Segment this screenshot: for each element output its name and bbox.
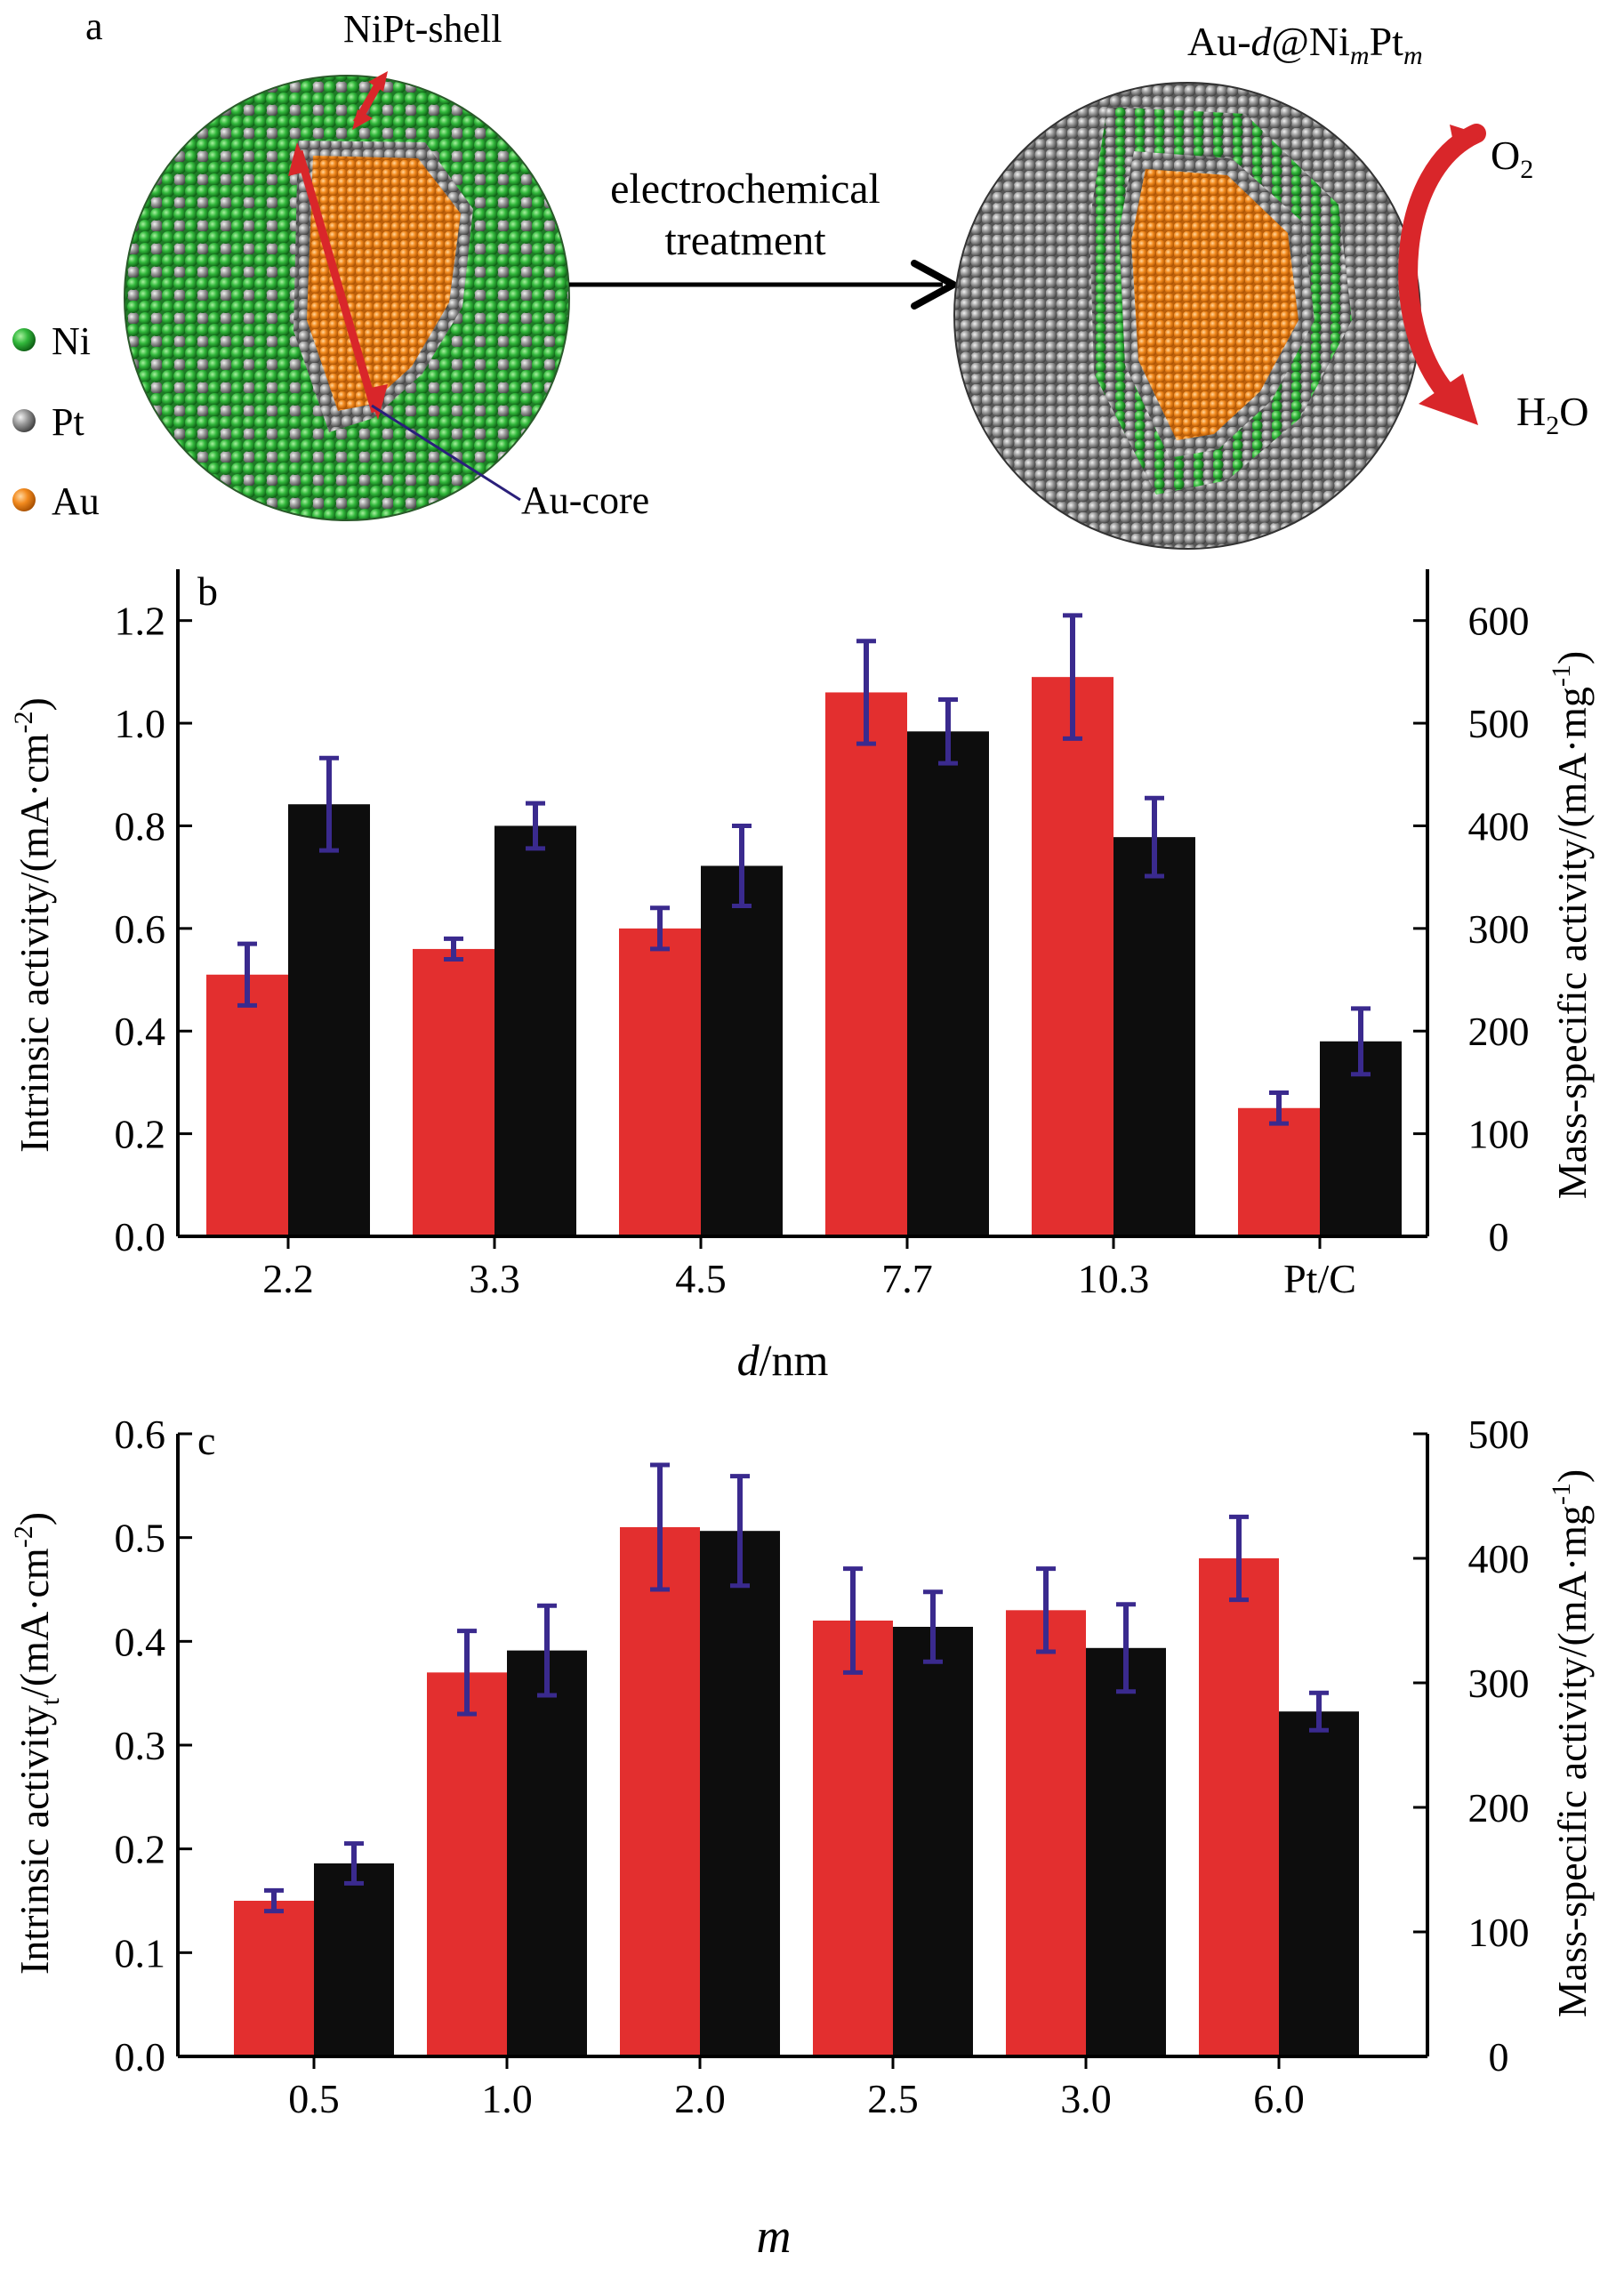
dealloyed-particle — [953, 82, 1421, 550]
arrow-text-line1: electrochemical — [610, 165, 880, 213]
shell-label: NiPt-shell — [343, 7, 502, 51]
panel-c-ytick-label-left-5: 0.5 — [115, 1516, 166, 1561]
panel-c-xtick-label-2: 2.0 — [674, 2076, 726, 2121]
panel-b-xtick-label-1: 3.3 — [469, 1256, 520, 1301]
panel-b-bar-mass-0 — [288, 804, 370, 1236]
panel-c-xtick-label-1: 1.0 — [481, 2076, 533, 2121]
panel-c-ytick-label-left-3: 0.3 — [115, 1723, 166, 1768]
panel-b-ylabel-right: Mass-specific activity/(mA·mg-1) — [1547, 651, 1595, 1199]
orr-arrow — [1398, 124, 1486, 425]
panel-b-xlabel: d/nm — [737, 1335, 829, 1385]
panel-c-xtick-label-4: 3.0 — [1060, 2076, 1112, 2121]
panel-c-bar-mass-3 — [893, 1627, 973, 2056]
legend-ni-marker — [12, 328, 36, 351]
panel-b-ytick-label-right-6: 600 — [1468, 599, 1530, 644]
panel-b-bar-intrinsic-1 — [413, 948, 494, 1236]
panel-b-bar-mass-2 — [701, 865, 783, 1236]
h2o-label: H2O — [1516, 389, 1588, 440]
panel-b-bar-intrinsic-0 — [206, 974, 288, 1236]
panel-c-bar-mass-2 — [700, 1531, 780, 2056]
panel-c-bar-intrinsic-0 — [234, 1901, 314, 2056]
panel-c-ytick-label-right-3: 300 — [1468, 1661, 1530, 1706]
panel-c-xtick-label-5: 6.0 — [1253, 2076, 1305, 2121]
panel-c-ytick-label-right-5: 500 — [1468, 1412, 1530, 1457]
panel-b-ytick-label-left-0: 0.0 — [115, 1214, 166, 1259]
panel-b-chart: b Intrinsic activity/(mA·cm-2) Mass-spec… — [9, 568, 1595, 1385]
panel-c-xtick-label-0: 0.5 — [288, 2076, 340, 2121]
panel-b-xtick-label-5: Pt/C — [1283, 1256, 1356, 1301]
panel-b-ytick-label-left-1: 0.2 — [115, 1112, 166, 1157]
panel-c-bar-mass-0 — [314, 1863, 394, 2056]
panel-b-bar-mass-4 — [1113, 837, 1195, 1236]
panel-c-ytick-label-right-2: 200 — [1468, 1785, 1530, 1830]
panel-c-bar-mass-5 — [1279, 1711, 1359, 2056]
panel-c-ytick-label-right-1: 100 — [1468, 1910, 1530, 1955]
panel-c-ylabel-right: Mass-specific activity/(mA·mg-1) — [1547, 1469, 1595, 2017]
panel-c-xtick-label-3: 2.5 — [867, 2076, 919, 2121]
panel-b-ytick-label-left-4: 0.8 — [115, 803, 166, 849]
panel-c-ytick-label-left-0: 0.0 — [115, 2034, 166, 2080]
legend-ni-label: Ni — [52, 319, 91, 363]
panel-c-bar-mass-4 — [1086, 1647, 1166, 2056]
panel-b-ytick-label-right-2: 200 — [1468, 1009, 1530, 1054]
panel-c-bar-intrinsic-4 — [1006, 1610, 1086, 2056]
panel-b-bar-intrinsic-5 — [1238, 1107, 1320, 1236]
arrow-text-line2: treatment — [664, 217, 826, 264]
core-label: Au-core — [521, 479, 649, 522]
o2-label: O2 — [1491, 133, 1533, 184]
panel-b-bar-mass-1 — [494, 825, 576, 1236]
panel-a: a NiPt-shell Au-core Ni Pt Au elec — [12, 4, 1588, 550]
panel-b-ytick-label-right-3: 300 — [1468, 906, 1530, 952]
panel-b-ytick-label-right-0: 0 — [1489, 1214, 1509, 1259]
panel-c-chart: c Intrinsic activityt/(mA·cm-2) Mass-spe… — [9, 1412, 1595, 2263]
legend-pt-label: Pt — [52, 400, 84, 444]
panel-c-ytick-label-right-4: 400 — [1468, 1536, 1530, 1581]
panel-b-ytick-label-left-5: 1.0 — [115, 701, 166, 746]
panel-c-bar-intrinsic-1 — [427, 1672, 507, 2056]
panel-c-ytick-label-left-6: 0.6 — [115, 1412, 166, 1457]
core-shell-particle — [124, 71, 570, 521]
panel-b-xtick-label-2: 4.5 — [675, 1256, 727, 1301]
panel-c-bar-intrinsic-5 — [1199, 1558, 1279, 2056]
panel-b-bar-intrinsic-3 — [825, 692, 907, 1236]
panel-a-label: a — [85, 4, 103, 48]
panel-b-bar-intrinsic-2 — [619, 928, 701, 1236]
panel-b-ytick-label-right-1: 100 — [1468, 1112, 1530, 1157]
panel-b-ytick-label-left-2: 0.4 — [115, 1009, 166, 1054]
panel-b-xtick-label-0: 2.2 — [262, 1256, 314, 1301]
panel-b-ytick-label-right-5: 500 — [1468, 701, 1530, 746]
panel-b-xtick-label-4: 10.3 — [1078, 1256, 1150, 1301]
panel-b-ytick-label-left-3: 0.6 — [115, 906, 166, 952]
atom-legend: Ni Pt Au — [12, 319, 100, 523]
legend-au-label: Au — [52, 479, 100, 523]
legend-au-marker — [12, 488, 36, 511]
panel-c-bar-mass-1 — [507, 1650, 587, 2056]
panel-c-ytick-label-left-4: 0.4 — [115, 1619, 166, 1664]
panel-b-bar-mass-3 — [907, 731, 989, 1236]
panel-c-ytick-label-right-0: 0 — [1489, 2034, 1509, 2080]
panel-b-ytick-label-left-6: 1.2 — [115, 599, 166, 644]
legend-pt-marker — [12, 409, 36, 432]
panel-b-label: b — [197, 568, 218, 614]
panel-b-bar-intrinsic-4 — [1032, 677, 1113, 1236]
panel-c-ytick-label-left-2: 0.2 — [115, 1827, 166, 1872]
panel-b-ylabel-left: Intrinsic activity/(mA·cm-2) — [9, 697, 57, 1153]
panel-c-bar-intrinsic-3 — [813, 1621, 893, 2056]
panel-c-ytick-label-left-1: 0.1 — [115, 1930, 166, 1975]
panel-c-label: c — [197, 1418, 215, 1463]
product-label: Au-d@NimPtm — [1187, 19, 1423, 70]
process-arrow: electrochemical treatment — [569, 165, 957, 310]
panel-c-xlabel: m — [757, 2209, 792, 2263]
panel-b-ytick-label-right-4: 400 — [1468, 803, 1530, 849]
panel-c-bar-intrinsic-2 — [620, 1527, 700, 2056]
panel-c-ylabel-left: Intrinsic activityt/(mA·cm-2) — [9, 1512, 65, 1975]
panel-b-xtick-label-3: 7.7 — [881, 1256, 933, 1301]
